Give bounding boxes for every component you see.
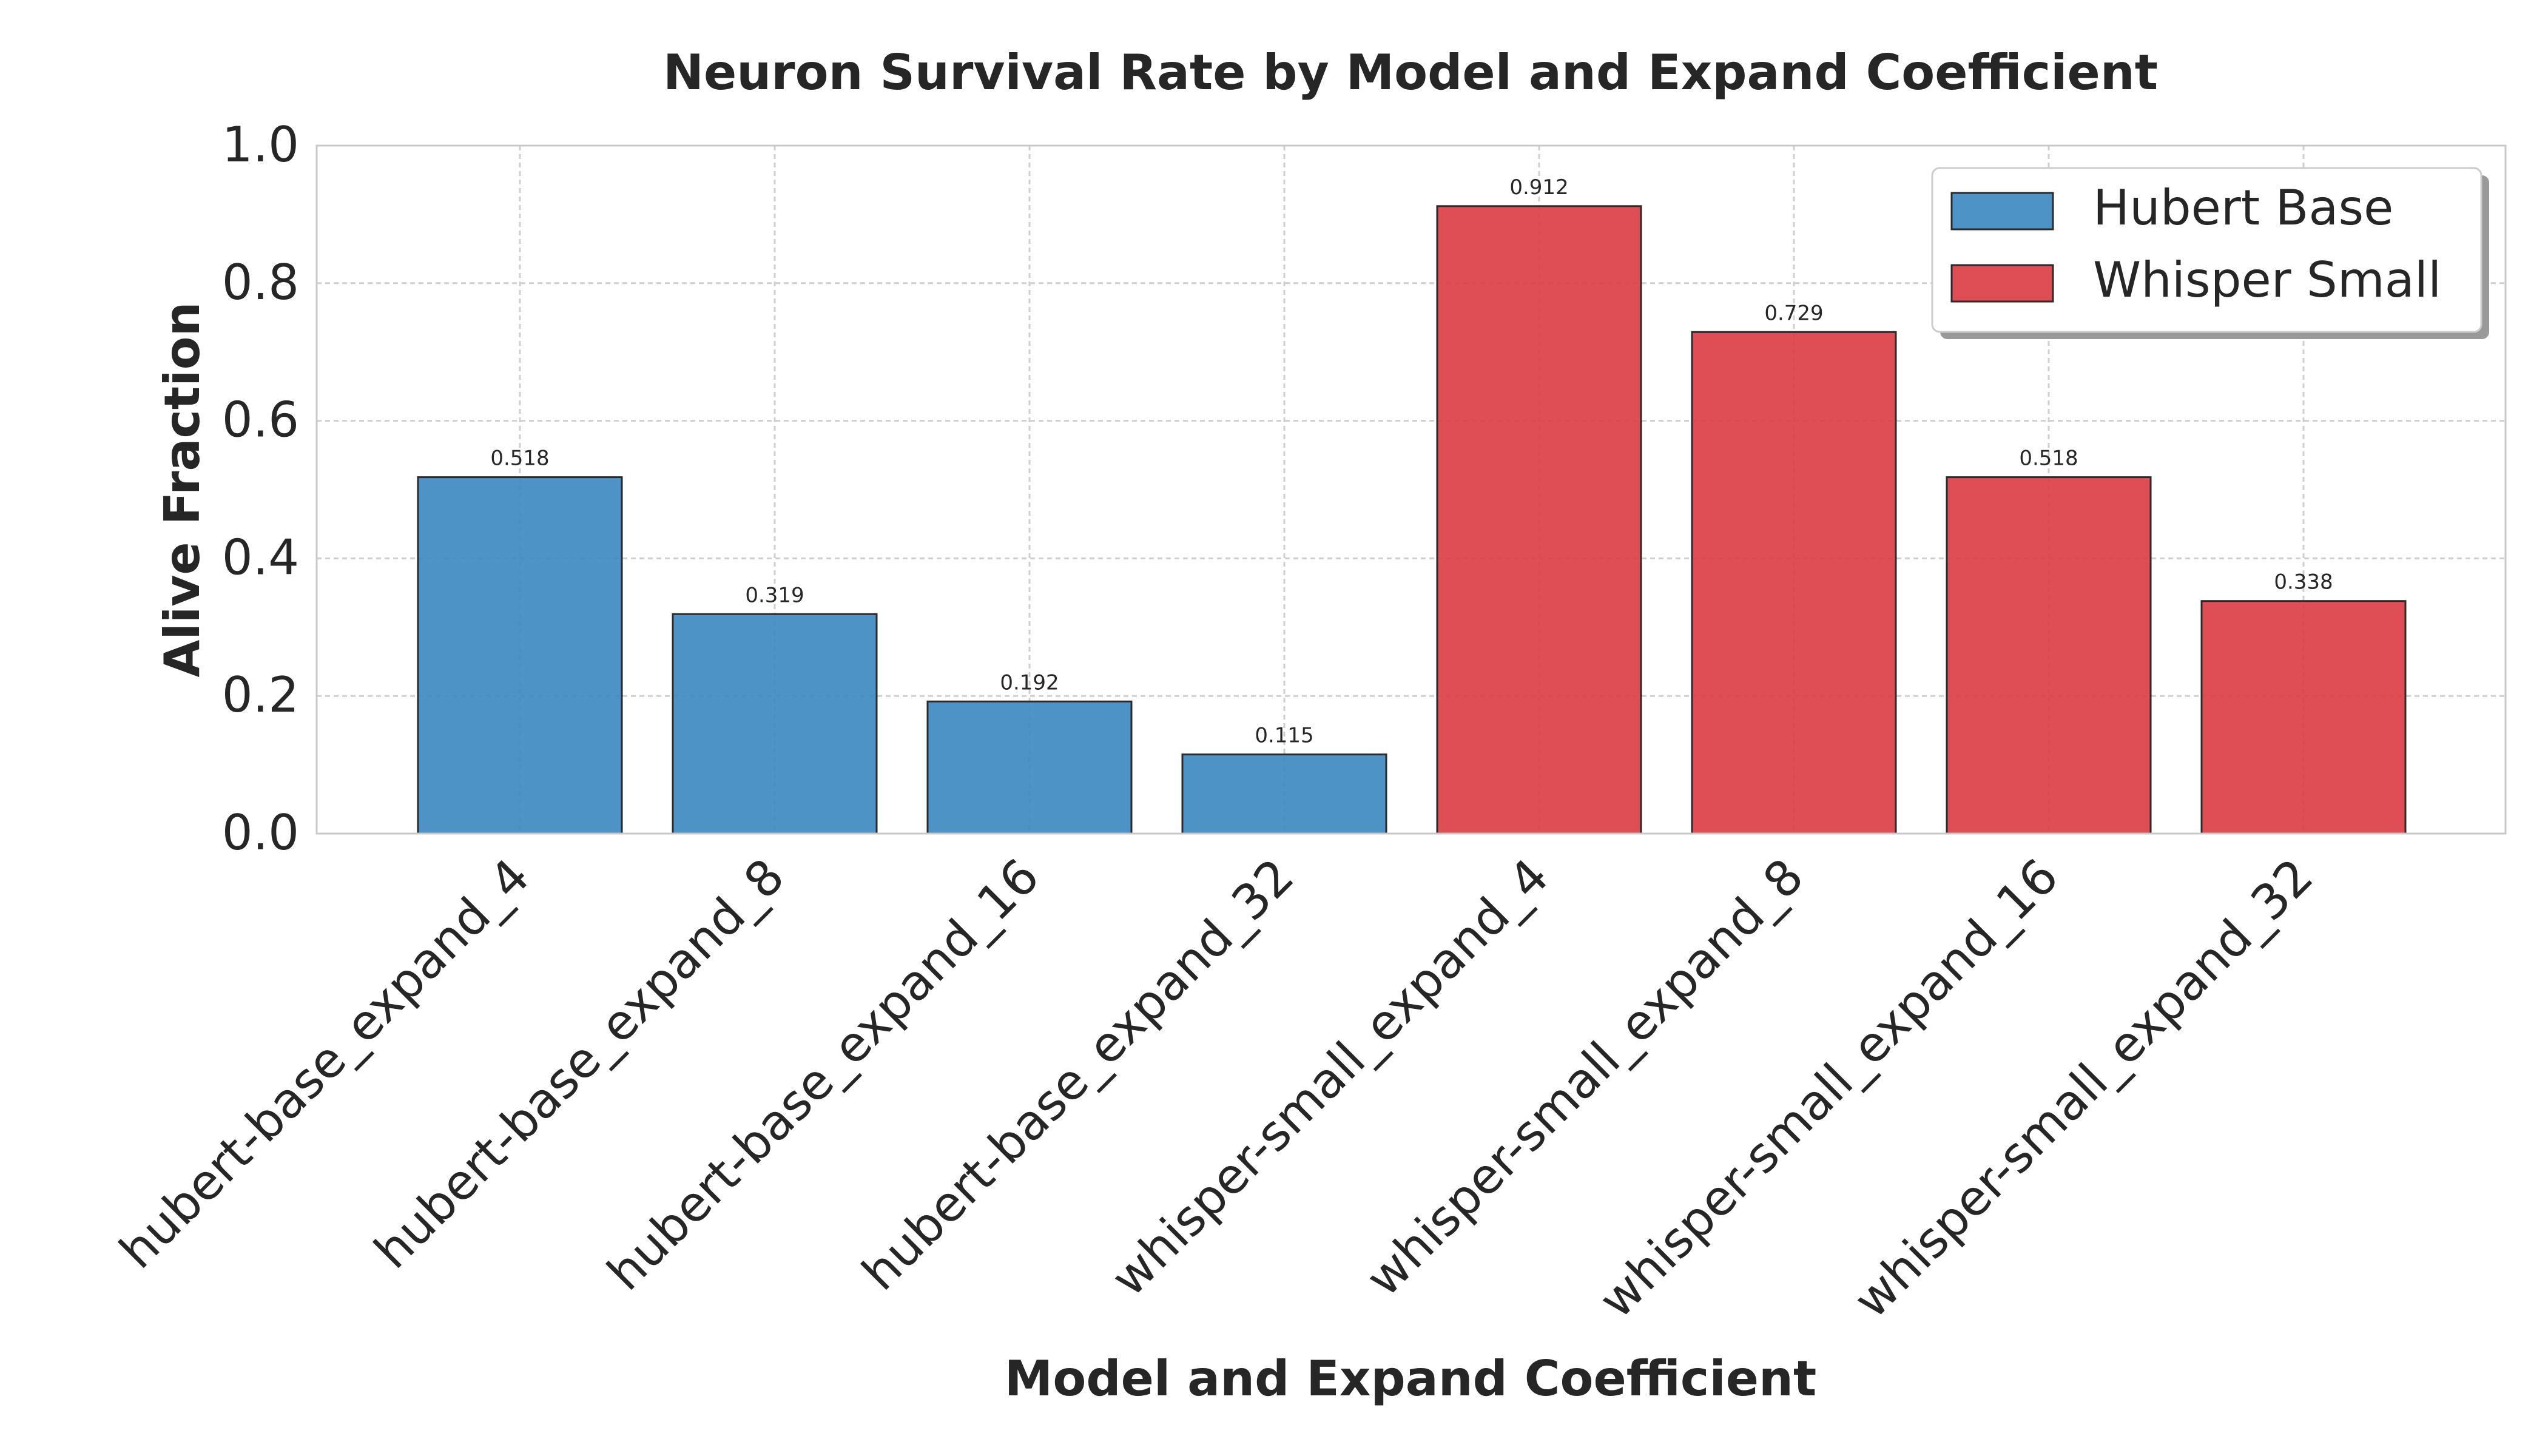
chart-title: Neuron Survival Rate by Model and Expand… <box>663 44 2158 101</box>
legend-swatch <box>1950 192 2054 231</box>
bar-value-label: 0.518 <box>490 447 549 471</box>
bar-whisper-small_expand_16 <box>1946 476 2152 835</box>
legend-swatch <box>1950 264 2054 303</box>
bar-whisper-small_expand_8 <box>1691 331 1897 835</box>
bars <box>417 205 2407 835</box>
y-tick-label: 0.8 <box>222 254 299 311</box>
legend-box <box>1931 167 2482 333</box>
bar-whisper-small_expand_32 <box>2200 600 2407 835</box>
bar-value-label: 0.192 <box>1000 670 1059 695</box>
bar-hubert-base_expand_32 <box>1181 753 1387 835</box>
bar-value-label: 0.319 <box>745 583 804 607</box>
bar-value-label: 0.338 <box>2274 570 2333 595</box>
bar-value-label: 0.912 <box>1509 175 1568 200</box>
y-tick-label: 0.6 <box>222 392 299 448</box>
bar-hubert-base_expand_16 <box>926 700 1133 835</box>
bar-value-label: 0.518 <box>2019 447 2078 471</box>
data-labels: 0.518 0.319 0.192 0.115 0.912 0.729 0.518 0.338 <box>490 175 2333 748</box>
bar-value-label: 0.729 <box>1764 301 1823 325</box>
y-axis-ticks: 0.0 0.2 0.4 0.6 0.8 1.0 <box>222 116 299 861</box>
y-tick-label: 0.0 <box>222 804 299 861</box>
y-tick-label: 0.4 <box>222 529 299 585</box>
y-axis-label: Alive Fraction <box>154 302 211 678</box>
bar-hubert-base_expand_8 <box>672 613 878 835</box>
legend-label: Hubert Base <box>2093 180 2393 236</box>
plot-frame <box>315 144 2507 835</box>
bar-value-label: 0.115 <box>1255 724 1313 748</box>
x-axis-label: Model and Expand Coefficient <box>1005 1350 1816 1407</box>
y-tick-label: 0.2 <box>222 667 299 723</box>
legend: Hubert Base Whisper Small <box>1931 167 2489 339</box>
y-tick-label: 1.0 <box>222 116 299 173</box>
legend-label: Whisper Small <box>2093 252 2441 308</box>
bar-whisper-small_expand_4 <box>1436 205 1642 835</box>
bar-hubert-base_expand_4 <box>417 476 623 835</box>
